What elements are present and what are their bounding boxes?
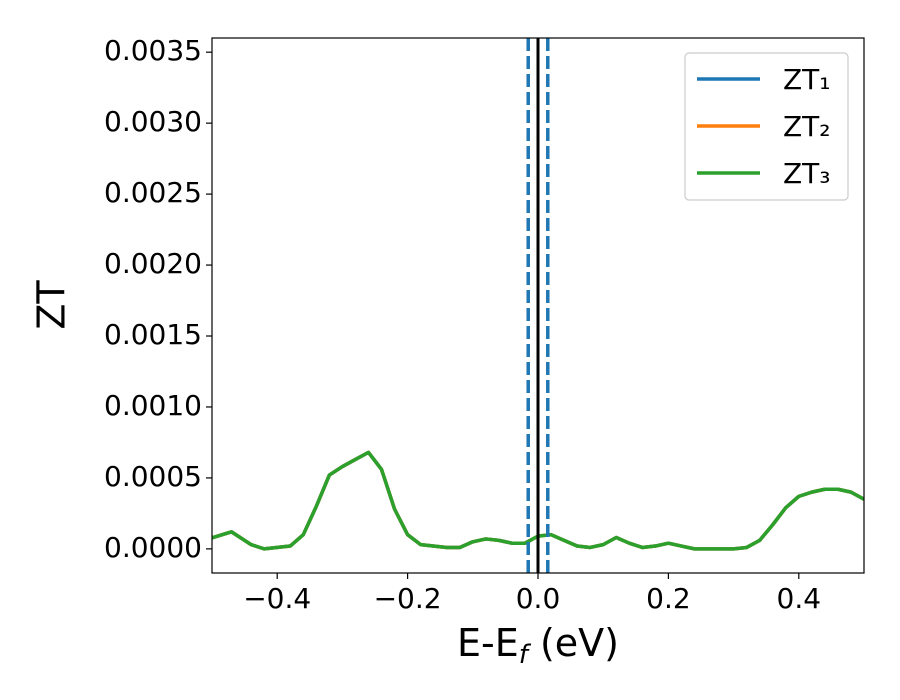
y-tick-label: 0.0030 bbox=[104, 105, 202, 138]
y-axis-label: ZT bbox=[30, 280, 74, 330]
y-tick-label: 0.0035 bbox=[104, 34, 202, 67]
axes-frame bbox=[211, 37, 865, 574]
legend-label: ZT₁ bbox=[783, 63, 831, 96]
legend-label: ZT₃ bbox=[783, 157, 831, 190]
series-line bbox=[212, 450, 864, 551]
x-tick-label: −0.4 bbox=[243, 582, 311, 615]
x-tick-label: 0.2 bbox=[646, 582, 691, 615]
x-tick-label: 0.0 bbox=[516, 582, 561, 615]
x-axis-label: E-Ef (eV) bbox=[457, 621, 619, 670]
legend-label: ZT₂ bbox=[783, 110, 831, 143]
x-tick-label: 0.4 bbox=[777, 582, 822, 615]
legend-box bbox=[684, 52, 849, 201]
y-tick-label: 0.0000 bbox=[104, 531, 202, 564]
plot-area bbox=[212, 38, 864, 573]
y-tick-label: 0.0025 bbox=[104, 176, 202, 209]
x-label-main: E-E bbox=[457, 621, 519, 665]
x-tick-label: −0.2 bbox=[374, 582, 442, 615]
y-tick-label: 0.0010 bbox=[104, 389, 202, 422]
y-tick-label: 0.0015 bbox=[104, 318, 202, 351]
y-tick-label: 0.0005 bbox=[104, 460, 202, 493]
y-tick-label: 0.0020 bbox=[104, 247, 202, 280]
x-label-unit: (eV) bbox=[528, 621, 619, 665]
